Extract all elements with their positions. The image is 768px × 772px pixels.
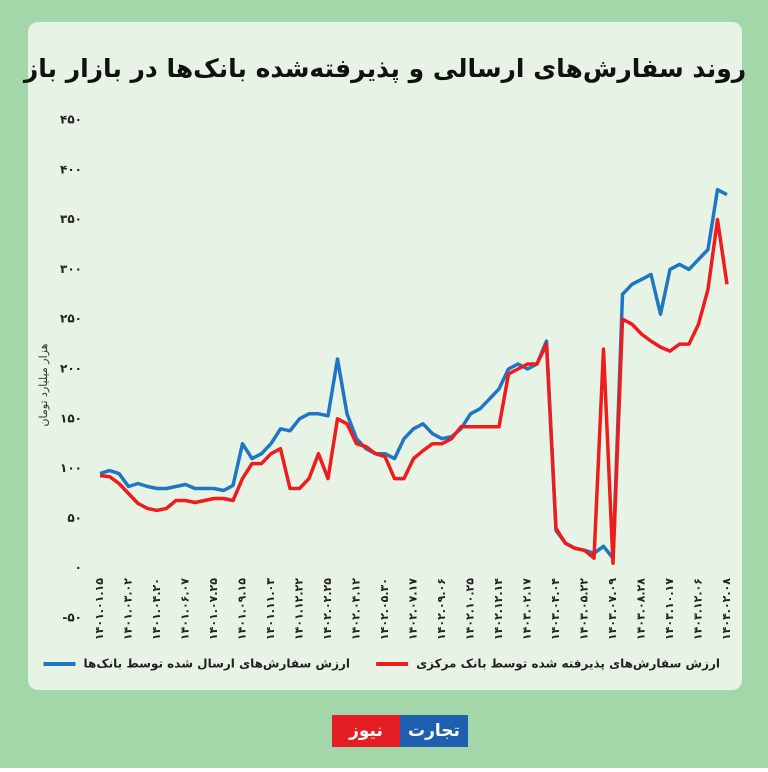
y-tick-label: ۲۰۰ — [60, 362, 82, 376]
y-tick-label: ۰ — [75, 561, 82, 575]
card — [28, 22, 742, 690]
y-tick-label: ۵۰ — [67, 511, 82, 525]
x-tick-label: ۱۴۰۳.۰۸.۲۸ — [635, 578, 648, 640]
series-line — [99, 187, 728, 560]
logo-box — [332, 715, 400, 747]
x-tick-label: ۱۴۰۳.۰۴.۰۴ — [549, 578, 562, 640]
series-line — [99, 217, 729, 565]
x-tick-label: ۱۴۰۳.۰۷.۰۹ — [606, 578, 619, 640]
x-tick-label: ۱۴۰۳.۰۵.۲۲ — [578, 578, 591, 640]
x-tick-label: ۱۴۰۱.۰۶.۰۷ — [179, 578, 192, 640]
logo-text: نیوز — [348, 721, 383, 741]
x-tick-label: ۱۴۰۱.۰۷.۲۵ — [207, 578, 220, 640]
y-tick-label: ۱۰۰ — [60, 461, 82, 475]
logo-box — [400, 715, 468, 747]
x-tick-label: ۱۴۰۲.۰۹.۰۶ — [435, 578, 448, 640]
x-tick-label: ۱۴۰۳.۱۰.۱۷ — [663, 578, 676, 640]
x-tick-label: ۱۴۰۱.۰۱.۱۵ — [93, 578, 106, 640]
x-tick-label: ۱۴۰۱.۱۲.۲۲ — [293, 578, 306, 640]
legend-label: ارزش سفارش‌های ارسال شده توسط بانک‌ها — [84, 657, 350, 672]
x-tick-label: ۱۴۰۲.۱۰.۲۵ — [464, 578, 477, 640]
x-tick-label: ۱۴۰۲.۱۲.۱۴ — [492, 578, 505, 640]
y-axis-label: هزار میلیارد تومان — [37, 343, 50, 426]
legend-label: ارزش سفارش‌های پذیرفته شده توسط بانک مرک… — [416, 657, 720, 672]
y-tick-label: ۳۰۰ — [60, 262, 82, 276]
x-tick-label: ۱۴۰۲.۰۲.۲۵ — [321, 578, 334, 640]
x-tick-label: ۱۴۰۲.۰۵.۳۰ — [378, 578, 391, 640]
y-tick-label: ۱۵۰ — [60, 411, 82, 425]
x-tick-label: ۱۴۰۳.۰۲.۱۷ — [521, 578, 534, 640]
logo-text: تجارت — [408, 721, 460, 741]
x-tick-label: ۱۴۰۳.۱۲.۰۶ — [692, 578, 705, 640]
y-tick-label: ۲۵۰ — [60, 312, 82, 326]
x-tick-label: ۱۴۰۱.۱۱.۰۳ — [264, 578, 277, 640]
y-tick-label: -۵۰ — [62, 611, 82, 625]
y-tick-label: ۳۵۰ — [60, 212, 82, 226]
chart-title: روند سفارش‌های ارسالی و پذیرفته‌شده بانک… — [22, 54, 746, 84]
x-tick-label: ۱۴۰۱.۰۴.۲۰ — [150, 578, 163, 640]
x-tick-label: ۱۴۰۲.۰۷.۱۷ — [407, 578, 420, 640]
x-tick-label: ۱۴۰۴.۰۲.۰۸ — [720, 578, 733, 640]
x-tick-label: ۱۴۰۱.۰۹.۱۵ — [236, 578, 249, 640]
y-tick-label: ۴۵۰ — [60, 113, 82, 127]
y-tick-label: ۴۰۰ — [60, 162, 82, 176]
x-tick-label: ۱۴۰۱.۰۳.۰۲ — [122, 578, 135, 640]
x-tick-label: ۱۴۰۲.۰۴.۱۲ — [350, 578, 363, 640]
